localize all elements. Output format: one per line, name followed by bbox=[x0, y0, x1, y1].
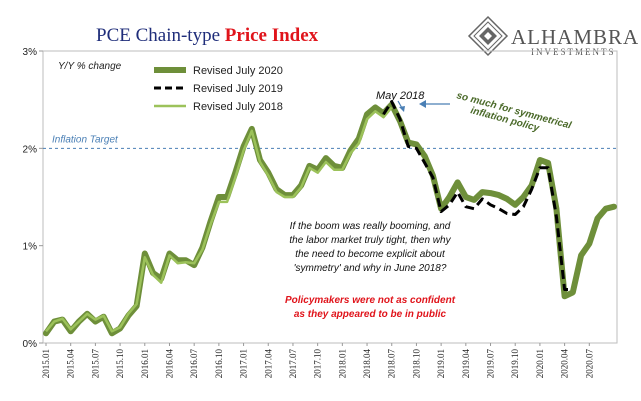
x-tick-label: 2019.07 bbox=[486, 349, 496, 379]
y-tick-label: 0% bbox=[23, 339, 38, 350]
legend-label-2018: Revised July 2018 bbox=[193, 101, 283, 113]
x-tick-label: 2016.10 bbox=[214, 349, 224, 379]
x-tick-label: 2018.04 bbox=[362, 349, 372, 379]
x-tick-label: 2018.01 bbox=[337, 349, 347, 378]
x-tick-label: 2016.01 bbox=[140, 349, 150, 378]
annotation-boom-3: the need to become explicit about bbox=[295, 249, 446, 260]
annotation-policy-1: Policymakers were not as confident bbox=[285, 295, 456, 306]
series-line-revised-july-2019 bbox=[382, 100, 573, 291]
x-tick-label: 2019.10 bbox=[510, 349, 520, 379]
x-tick-label: 2019.01 bbox=[436, 349, 446, 378]
x-tick-label: 2015.07 bbox=[90, 349, 100, 379]
x-tick-label: 2020.07 bbox=[584, 349, 594, 379]
x-tick-label: 2015.10 bbox=[115, 349, 125, 379]
x-axis: 2015.01 2015.04 2015.07 2015.10 2016.01 2016.… bbox=[41, 343, 594, 378]
annotation-boom-2: the labor market truly tight, then why bbox=[289, 235, 451, 246]
series-line-revised-july-2018 bbox=[45, 106, 393, 333]
inflation-target-label: Inflation Target bbox=[52, 134, 119, 145]
legend: Revised July 2020 Revised July 2019 Revi… bbox=[154, 65, 283, 113]
x-tick-label: 2020.04 bbox=[560, 349, 570, 379]
x-tick-label: 2015.01 bbox=[41, 349, 51, 378]
y-unit-label: Y/Y % change bbox=[58, 61, 122, 72]
y-tick-label: 3% bbox=[23, 47, 38, 58]
plot-area bbox=[42, 50, 618, 344]
y-tick-label: 1% bbox=[23, 242, 38, 253]
chart-title: PCE Chain-type Price Index bbox=[96, 25, 319, 46]
x-tick-label: 2020.01 bbox=[535, 349, 545, 378]
x-tick-label: 2015.04 bbox=[66, 349, 76, 379]
alhambra-logo: ALHAMBRA INVESTMENTS bbox=[467, 15, 639, 57]
annotation-boom-1: If the boom was really booming, and bbox=[290, 221, 451, 232]
logo-diamond-icon bbox=[467, 15, 509, 57]
x-tick-label: 2016.07 bbox=[189, 349, 199, 379]
arrow-head-icon bbox=[399, 106, 405, 112]
legend-label-2019: Revised July 2019 bbox=[193, 83, 283, 95]
x-tick-label: 2018.10 bbox=[411, 349, 421, 379]
x-tick-label: 2017.07 bbox=[288, 349, 298, 379]
y-axis: 0% 1% 2% 3% bbox=[23, 47, 43, 350]
annotation-may-2018: May 2018 bbox=[376, 90, 425, 102]
annotation-policy-2: as they appeared to be in public bbox=[294, 309, 447, 320]
x-tick-label: 2017.10 bbox=[313, 349, 323, 379]
legend-label-2020: Revised July 2020 bbox=[193, 65, 283, 77]
logo-subtitle: INVESTMENTS bbox=[531, 47, 616, 57]
x-tick-label: 2016.04 bbox=[164, 349, 174, 379]
x-tick-label: 2017.01 bbox=[239, 349, 249, 378]
annotation-boom-4: 'symmetry' and why in June 2018? bbox=[294, 263, 447, 274]
x-tick-label: 2019.04 bbox=[461, 349, 471, 379]
arrow-head-icon bbox=[419, 100, 426, 108]
y-tick-label: 2% bbox=[23, 144, 38, 155]
logo-name: ALHAMBRA bbox=[511, 25, 639, 49]
x-tick-label: 2018.07 bbox=[387, 349, 397, 379]
x-tick-label: 2017.04 bbox=[263, 349, 273, 379]
